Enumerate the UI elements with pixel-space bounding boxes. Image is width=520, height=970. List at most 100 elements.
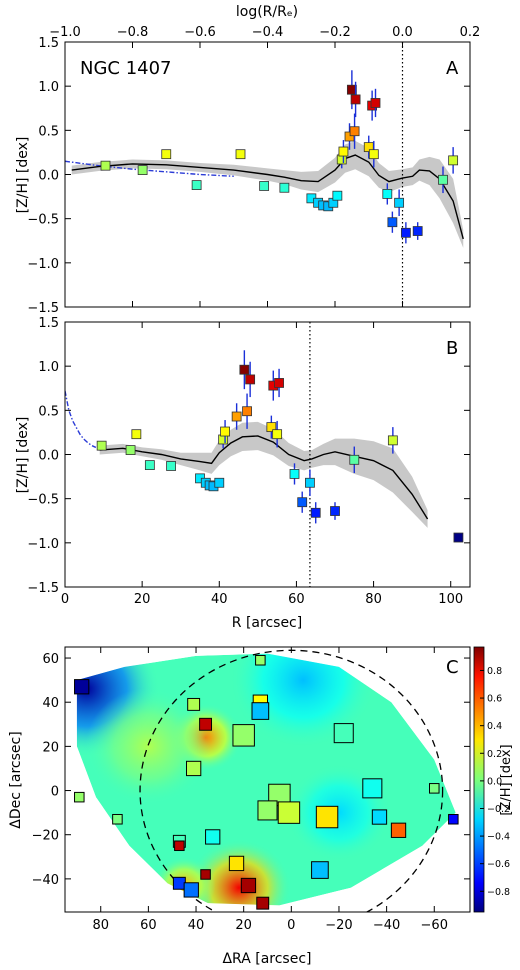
data-point bbox=[220, 426, 230, 437]
x-tick-label: −0.8 bbox=[117, 25, 149, 40]
data-point bbox=[166, 461, 176, 471]
data-point bbox=[245, 374, 256, 385]
data-point bbox=[161, 149, 172, 160]
data-point bbox=[429, 783, 440, 794]
data-point bbox=[251, 702, 270, 720]
y-tick-label: 0.5 bbox=[38, 124, 59, 139]
data-point bbox=[191, 180, 202, 191]
y-ticks: −40 −20 0 20 40 60 bbox=[32, 652, 470, 888]
y-tick-label: −1.0 bbox=[27, 257, 59, 272]
y-tick-label: −20 bbox=[32, 829, 59, 844]
data-point bbox=[232, 724, 255, 747]
y-tick-label: 1.0 bbox=[38, 360, 59, 375]
map-surface bbox=[76, 653, 456, 906]
uncertainty-band bbox=[99, 421, 428, 528]
data-point bbox=[305, 477, 315, 488]
data-point bbox=[242, 406, 252, 417]
colorbar bbox=[473, 646, 485, 913]
colorbar-tick-label: 0.4 bbox=[487, 721, 502, 732]
data-point bbox=[368, 149, 379, 160]
data-point bbox=[239, 364, 250, 375]
data-point bbox=[394, 197, 405, 208]
colorbar-tick-label: 0.8 bbox=[487, 666, 502, 677]
y-axis-label: ΔDec [arcsec] bbox=[8, 731, 24, 828]
colorbar-label: [Z/H] [dex] bbox=[499, 744, 514, 815]
data-point bbox=[240, 877, 257, 894]
dash-dot-curve bbox=[65, 160, 234, 177]
data-point bbox=[199, 717, 213, 731]
data-point bbox=[390, 822, 407, 838]
colorbar-tick-label: 0.6 bbox=[487, 694, 502, 705]
data-point bbox=[315, 805, 339, 829]
model-series bbox=[99, 435, 429, 520]
data-point bbox=[387, 435, 398, 446]
data-point bbox=[137, 165, 148, 175]
y-tick-label: −1.0 bbox=[27, 537, 59, 552]
y-tick-label: −0.5 bbox=[27, 213, 59, 228]
data-point bbox=[266, 422, 277, 433]
colorbar-tick-label: 0.2 bbox=[487, 749, 502, 760]
data-point bbox=[214, 477, 225, 488]
model-band bbox=[71, 140, 464, 248]
y-tick-label: 0.0 bbox=[38, 169, 59, 184]
x-tick-label: −60 bbox=[421, 918, 448, 933]
data-point bbox=[231, 411, 242, 422]
data-points bbox=[96, 350, 464, 543]
x-tick-label: 60 bbox=[140, 918, 157, 933]
colorbar-tick-label: −0.6 bbox=[487, 859, 510, 870]
data-point bbox=[272, 429, 283, 440]
data-point bbox=[400, 227, 411, 238]
data-point bbox=[289, 469, 300, 479]
data-point bbox=[125, 445, 136, 455]
galaxy-name: NGC 1407 bbox=[80, 58, 172, 79]
data-point bbox=[310, 507, 321, 518]
data-point bbox=[205, 829, 221, 845]
y-tick-label: 1.5 bbox=[38, 316, 59, 331]
y-tick-label: 0 bbox=[51, 785, 59, 800]
data-point bbox=[448, 813, 459, 825]
x-tick-label: 20 bbox=[235, 918, 252, 933]
data-point bbox=[255, 654, 266, 666]
x-tick-label: −0.6 bbox=[184, 25, 216, 40]
data-point bbox=[131, 429, 142, 440]
data-point bbox=[362, 778, 383, 799]
data-point bbox=[349, 126, 360, 137]
x-tick-label: 60 bbox=[288, 592, 305, 607]
y-tick-label: 40 bbox=[42, 696, 59, 711]
data-point bbox=[346, 84, 357, 95]
y-tick-label: −40 bbox=[32, 873, 59, 888]
data-point bbox=[74, 791, 85, 803]
data-point bbox=[235, 149, 246, 160]
colorbar-tick-label: −0.4 bbox=[487, 832, 510, 843]
data-point bbox=[448, 155, 459, 166]
data-point bbox=[274, 378, 284, 388]
x-ticks: 0 20 40 60 80 100 bbox=[61, 322, 463, 607]
data-point bbox=[277, 801, 301, 824]
x-tick-label: −0.2 bbox=[319, 25, 351, 40]
panel-label: C bbox=[446, 657, 459, 678]
y-axis-label: [Z/H] [dex] bbox=[15, 137, 31, 214]
data-point bbox=[259, 181, 270, 191]
y-ticks: −1.5 −1.0 −0.5 0.0 0.5 1.0 1.5 bbox=[27, 36, 470, 316]
colorbar-ticks: −0.8 −0.6 −0.4 −0.2 0.0 0.2 0.4 0.6 0.8 bbox=[480, 666, 510, 898]
panel-a: −1.5 −1.0 −0.5 0.0 0.5 1.0 1.5 −1.0 −0.8 −0.6 −0.… bbox=[15, 4, 480, 316]
x-ticks: 80 60 40 20 0 −20 −40 −60 bbox=[92, 647, 448, 933]
data-points bbox=[100, 70, 459, 244]
model-line bbox=[99, 435, 429, 520]
dash-dot-curve bbox=[65, 390, 97, 449]
data-point bbox=[172, 876, 186, 890]
metallicity-map bbox=[76, 653, 456, 906]
y-axis-label: [Z/H] [dex] bbox=[15, 417, 31, 494]
data-point bbox=[412, 226, 423, 236]
data-point bbox=[333, 723, 354, 744]
panel-label: B bbox=[446, 338, 458, 359]
map-feature bbox=[186, 839, 292, 906]
x-tick-label: 80 bbox=[92, 918, 109, 933]
colorbar-tick-label: 0.0 bbox=[487, 776, 502, 787]
x-tick-label: 0 bbox=[287, 918, 295, 933]
x-tick-label: −40 bbox=[373, 918, 400, 933]
model-band bbox=[99, 421, 428, 528]
x-tick-label: −20 bbox=[325, 918, 352, 933]
x-axis-label: R [arcsec] bbox=[232, 615, 302, 631]
